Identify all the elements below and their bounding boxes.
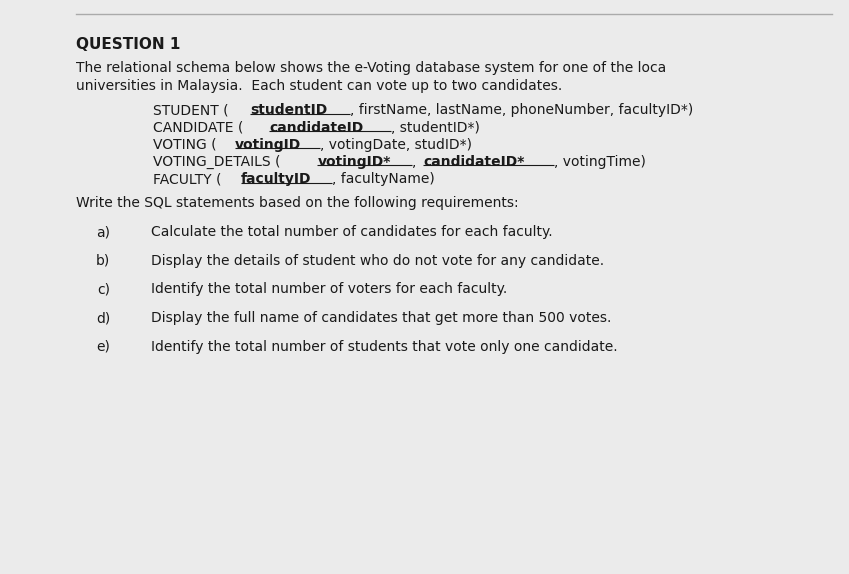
- Text: facultyID: facultyID: [241, 172, 312, 186]
- Text: Identify the total number of voters for each faculty.: Identify the total number of voters for …: [151, 282, 508, 296]
- Text: , votingTime): , votingTime): [554, 155, 646, 169]
- Text: STUDENT (: STUDENT (: [153, 103, 228, 117]
- Text: , firstName, lastName, phoneNumber, facultyID*): , firstName, lastName, phoneNumber, facu…: [350, 103, 694, 117]
- Text: Display the details of student who do not vote for any candidate.: Display the details of student who do no…: [151, 254, 604, 267]
- Text: The relational schema below shows the e-Voting database system for one of the lo: The relational schema below shows the e-…: [76, 61, 666, 75]
- Text: ,: ,: [412, 155, 421, 169]
- Text: c): c): [98, 282, 110, 296]
- Text: CANDIDATE (: CANDIDATE (: [153, 121, 243, 134]
- Text: Write the SQL statements based on the following requirements:: Write the SQL statements based on the fo…: [76, 196, 519, 210]
- Text: candidateID: candidateID: [269, 121, 363, 134]
- Text: universities in Malaysia.  Each student can vote up to two candidates.: universities in Malaysia. Each student c…: [76, 79, 563, 92]
- Text: , votingDate, studID*): , votingDate, studID*): [320, 138, 472, 152]
- Text: , facultyName): , facultyName): [332, 172, 435, 186]
- Text: a): a): [97, 225, 110, 239]
- Text: FACULTY (: FACULTY (: [153, 172, 222, 186]
- Text: candidateID*: candidateID*: [424, 155, 525, 169]
- Text: studentID: studentID: [250, 103, 328, 117]
- Text: Display the full name of candidates that get more than 500 votes.: Display the full name of candidates that…: [151, 311, 611, 325]
- Text: VOTING_DETAILS (: VOTING_DETAILS (: [153, 155, 280, 169]
- Text: QUESTION 1: QUESTION 1: [76, 37, 181, 52]
- Text: votingID*: votingID*: [318, 155, 391, 169]
- Text: d): d): [96, 311, 110, 325]
- Text: e): e): [97, 340, 110, 354]
- Text: b): b): [96, 254, 110, 267]
- Text: votingID: votingID: [235, 138, 301, 152]
- Text: Calculate the total number of candidates for each faculty.: Calculate the total number of candidates…: [151, 225, 553, 239]
- Text: Identify the total number of students that vote only one candidate.: Identify the total number of students th…: [151, 340, 618, 354]
- Text: , studentID*): , studentID*): [391, 121, 480, 134]
- Text: VOTING (: VOTING (: [153, 138, 216, 152]
